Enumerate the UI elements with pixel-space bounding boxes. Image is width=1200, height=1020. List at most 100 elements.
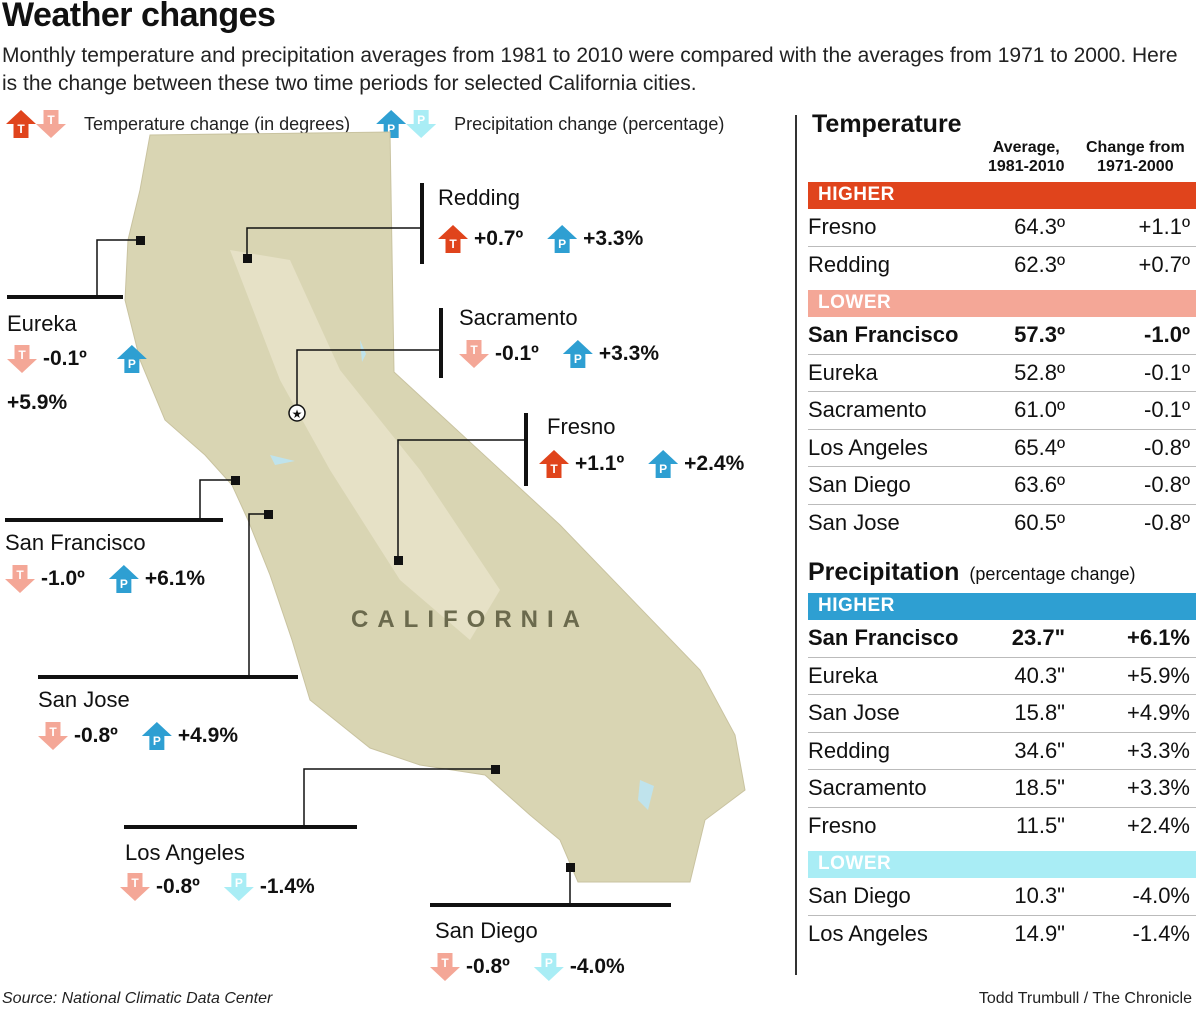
change: +4.9% bbox=[1127, 700, 1190, 726]
col-avg: Average, 1981-2010 bbox=[988, 139, 1065, 175]
city: San Francisco bbox=[808, 625, 959, 651]
city: Fresno bbox=[808, 813, 877, 839]
temp-lower-band: LOWER bbox=[808, 290, 1196, 317]
average: 61.0º bbox=[1014, 397, 1065, 423]
average: 63.6º bbox=[1014, 472, 1065, 498]
legend-temp-label: Temperature change (in degrees) bbox=[84, 113, 351, 134]
precip-higher-band: HIGHER bbox=[808, 593, 1196, 620]
callout-values: T -0.8º P -1.4% bbox=[120, 873, 333, 901]
table-row: Redding 34.6" +3.3% bbox=[808, 733, 1196, 770]
average: 65.4º bbox=[1014, 434, 1065, 460]
legend: T T Temperature change (in degrees) P P … bbox=[6, 110, 724, 138]
temp-down-arrow-icon: T bbox=[5, 565, 35, 593]
city: Redding bbox=[808, 252, 890, 278]
temp-down-arrow-icon: T bbox=[430, 953, 460, 981]
callout-city-name: Sacramento bbox=[459, 305, 578, 330]
temp-change: +0.7º bbox=[474, 227, 524, 250]
table-row: Sacramento 61.0º -0.1º bbox=[808, 392, 1196, 430]
table-row: San Francisco 23.7" +6.1% bbox=[808, 620, 1196, 658]
table-row: Fresno 64.3º +1.1º bbox=[808, 209, 1196, 247]
precip-up-arrow-icon: P bbox=[141, 722, 172, 750]
callout-city-name: Fresno bbox=[547, 414, 616, 439]
callout-city-name: San Francisco bbox=[5, 530, 146, 555]
callout-city-name: Redding bbox=[438, 185, 520, 210]
average: 34.6" bbox=[1014, 737, 1065, 763]
change: +0.7º bbox=[1138, 252, 1190, 278]
precip-change: -1.4% bbox=[259, 875, 315, 898]
change: -1.4% bbox=[1132, 921, 1190, 947]
callout-values: T -0.1º P +5.9% bbox=[7, 345, 207, 415]
table-row: Redding 62.3º +0.7º bbox=[808, 247, 1196, 285]
source: Source: National Climatic Data Center bbox=[2, 990, 273, 1007]
average: 52.8º bbox=[1014, 359, 1065, 385]
precip-lower-band: LOWER bbox=[808, 851, 1196, 878]
precip-change: +5.9% bbox=[7, 391, 68, 414]
temp-down-arrow-icon: T bbox=[7, 345, 37, 373]
precip-up-arrow-icon: P bbox=[562, 340, 593, 368]
change: +1.1º bbox=[1138, 214, 1190, 240]
change: -0.8º bbox=[1144, 472, 1190, 498]
average: 57.3º bbox=[1014, 322, 1065, 348]
average: 10.3" bbox=[1014, 883, 1065, 909]
average: 18.5" bbox=[1014, 775, 1065, 801]
average: 15.8" bbox=[1014, 700, 1065, 726]
callout-values: T -0.1º P +3.3% bbox=[459, 340, 677, 368]
change: -1.0º bbox=[1144, 322, 1190, 348]
table-row: Eureka 40.3" +5.9% bbox=[808, 658, 1196, 695]
change: -0.8º bbox=[1144, 434, 1190, 460]
table-row: San Jose 15.8" +4.9% bbox=[808, 695, 1196, 733]
change: +2.4% bbox=[1127, 813, 1190, 839]
city: San Francisco bbox=[808, 322, 959, 348]
callout-values: T -0.8º P -4.0% bbox=[430, 953, 643, 981]
callout-city-name: San Jose bbox=[38, 687, 130, 712]
change: -4.0% bbox=[1132, 883, 1190, 909]
central-valley bbox=[230, 250, 500, 640]
change: +3.3% bbox=[1127, 737, 1190, 763]
city: Los Angeles bbox=[808, 921, 928, 947]
temp-change: -1.0º bbox=[41, 567, 85, 590]
change: -0.8º bbox=[1144, 510, 1190, 536]
average: 23.7" bbox=[1011, 625, 1065, 651]
precip-up-arrow-icon: P bbox=[648, 450, 679, 478]
change: +5.9% bbox=[1127, 662, 1190, 688]
precip-change: +6.1% bbox=[144, 567, 205, 590]
table-row: San Francisco 57.3º -1.0º bbox=[808, 317, 1196, 355]
precip-change: +3.3% bbox=[583, 227, 644, 250]
temp-higher-band: HIGHER bbox=[808, 182, 1196, 209]
average: 11.5" bbox=[1016, 813, 1065, 839]
legend-precip-label: Precipitation change (percentage) bbox=[454, 113, 725, 134]
table-row: Eureka 52.8º -0.1º bbox=[808, 355, 1196, 392]
city: Redding bbox=[808, 737, 890, 763]
temp-up-arrow-icon: T bbox=[539, 450, 569, 478]
temp-change: -0.1º bbox=[495, 342, 539, 365]
temp-change: -0.8º bbox=[156, 875, 200, 898]
city: San Jose bbox=[808, 510, 900, 536]
precipitation-title: Precipitation bbox=[808, 558, 960, 586]
divider bbox=[795, 115, 797, 975]
change: -0.1º bbox=[1144, 397, 1190, 423]
callout-values: T -1.0º P +6.1% bbox=[5, 565, 223, 593]
city: San Diego bbox=[808, 472, 911, 498]
callout-city-name: Los Angeles bbox=[125, 840, 245, 865]
callout-bars bbox=[5, 183, 671, 907]
average: 60.5º bbox=[1014, 510, 1065, 536]
precipitation-note: (percentage change) bbox=[969, 564, 1136, 584]
precip-down-arrow-icon: P bbox=[223, 873, 254, 901]
table-row: San Diego 63.6º -0.8º bbox=[808, 467, 1196, 505]
table-row: Sacramento 18.5" +3.3% bbox=[808, 770, 1196, 808]
svg-text:★: ★ bbox=[292, 407, 303, 421]
credit: Todd Trumbull / The Chronicle bbox=[978, 990, 1192, 1007]
city: Eureka bbox=[808, 359, 878, 385]
precip-up-arrow-icon: P bbox=[108, 565, 139, 593]
change: -0.1º bbox=[1144, 359, 1190, 385]
callout-values: T +0.7º P +3.3% bbox=[438, 225, 661, 253]
temp-down-arrow-icon: T bbox=[120, 873, 150, 901]
average: 40.3" bbox=[1014, 662, 1065, 688]
average: 14.9" bbox=[1014, 921, 1065, 947]
table-row: San Jose 60.5º -0.8º bbox=[808, 505, 1196, 543]
city: San Jose bbox=[808, 700, 900, 726]
precip-change: +4.9% bbox=[177, 724, 238, 747]
page-title: Weather changes bbox=[2, 0, 276, 34]
connector-lines bbox=[96, 227, 571, 905]
city: Fresno bbox=[808, 214, 877, 240]
